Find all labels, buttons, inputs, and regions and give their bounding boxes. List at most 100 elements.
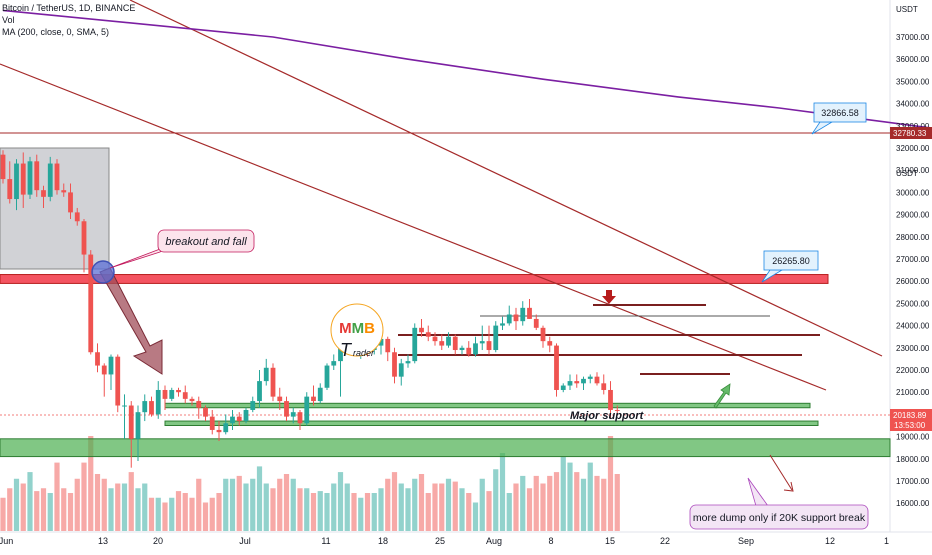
breakout-text: breakout and fall (165, 236, 247, 248)
candle-body (378, 338, 384, 346)
candle-body (405, 361, 411, 364)
price-tick-label: 37000.00 (896, 33, 930, 42)
candle-body (392, 352, 397, 377)
volume-bar (47, 493, 53, 531)
volume-bar (466, 493, 472, 531)
volume-indicator-label[interactable]: Vol (2, 15, 15, 25)
volume-bar (236, 475, 242, 531)
candle-body (547, 341, 553, 346)
zone-support-1 (0, 438, 891, 458)
volume-bar (189, 497, 195, 531)
price-tick-label: 19000.00 (896, 433, 930, 442)
callout-breakout[interactable]: breakout and fall (109, 229, 255, 269)
candle-body (108, 356, 114, 375)
candle-body (466, 347, 472, 355)
time-tick-label: 15 (605, 536, 615, 546)
volume-bar (67, 493, 74, 531)
candle-body (155, 389, 161, 415)
down-marker-icon (602, 290, 616, 304)
price-tick-label: 25000.00 (896, 299, 930, 308)
volume-bar (263, 483, 269, 531)
candle-body (74, 212, 80, 222)
candle-body (81, 221, 87, 255)
candle-body (41, 190, 46, 197)
candle-body (533, 318, 539, 328)
highlight-box (0, 147, 110, 270)
time-tick-label: 13 (98, 536, 108, 546)
price-tick-label: 28000.00 (896, 233, 930, 242)
candle-body (223, 423, 229, 433)
zones-layer (0, 274, 891, 458)
candles-layer (0, 150, 620, 468)
time-tick-label: Jun (0, 536, 13, 546)
candle-body (142, 401, 148, 413)
callout-dump[interactable]: more dump only if 20K support break (689, 477, 869, 530)
volume-bar (378, 488, 384, 531)
volume-bar (547, 475, 553, 531)
currency-label-mid: USDT (896, 169, 918, 178)
price-tick-label: 21000.00 (896, 388, 930, 397)
last-price-badge: 20183.89 13:53:00 (890, 409, 932, 431)
candle-body (500, 323, 505, 326)
dump-note-text: more dump only if 20K support break (693, 512, 866, 524)
time-tick-label: Sep (738, 536, 754, 546)
candle-body (216, 429, 222, 433)
candle-body (122, 405, 127, 407)
volume-bar (128, 472, 134, 531)
candle-body (601, 383, 607, 390)
volume-bar (601, 478, 607, 531)
volume-bar (459, 488, 465, 531)
volume-bar (331, 483, 337, 531)
candle-body (446, 336, 451, 346)
volume-bar (7, 488, 13, 531)
candle-body (527, 307, 532, 319)
level-price-badge: 32780.33 (890, 127, 932, 139)
price-tick-label: 32000.00 (896, 144, 930, 153)
candle-body (540, 327, 546, 342)
candle-body (506, 314, 512, 324)
volume-bar (499, 453, 506, 531)
candle-body (594, 376, 600, 384)
volume-bar (560, 456, 566, 531)
price-tick-label: 17000.00 (896, 477, 930, 486)
candle-body (47, 163, 53, 197)
volume-layer (0, 436, 620, 531)
volume-bar (486, 491, 492, 531)
trendline-2[interactable] (129, 0, 883, 357)
volume-bar (391, 472, 398, 531)
volume-bar (290, 478, 296, 531)
callout-high[interactable]: 32866.58 (811, 102, 867, 135)
volume-bar (88, 436, 94, 531)
candle-body (95, 352, 100, 366)
callout-mid[interactable]: 26265.80 (761, 250, 819, 283)
price-axis[interactable]: 16000.0017000.0018000.0019000.0020000.00… (896, 33, 930, 508)
time-tick-label: 1 (884, 536, 889, 546)
symbol-title[interactable]: Bitcoin / TetherUS, 1D, BINANCE (2, 3, 136, 13)
volume-bar (155, 497, 161, 531)
price-axis-background (890, 0, 932, 550)
svg-text:13:53:00: 13:53:00 (894, 421, 926, 430)
price-tick-label: 36000.00 (896, 55, 930, 64)
volume-bar (310, 493, 317, 531)
candle-body (486, 341, 492, 351)
volume-bar (351, 493, 357, 531)
candle-body (338, 341, 343, 362)
zone-resistance-0 (0, 274, 829, 284)
candle-body (324, 365, 330, 388)
candle-body (385, 338, 391, 353)
candle-body (311, 396, 316, 402)
candle-body (459, 347, 465, 351)
candle-body (176, 389, 181, 393)
time-tick-label: 8 (548, 536, 553, 546)
mmb-trader-logo: MMB T rader (330, 303, 384, 360)
time-tick-label: 12 (825, 536, 835, 546)
time-axis[interactable]: Jun 13 20 Jul 11 18 25 Aug 8 15 22 Sep 12 1 (0, 536, 889, 546)
volume-bar (533, 475, 539, 531)
ma-layer (2, 9, 932, 129)
ma-indicator-label[interactable]: MA (200, close, 0, SMA, 5) (2, 27, 110, 37)
volume-bar (304, 488, 310, 531)
volume-bar (344, 483, 350, 531)
candle-body (608, 389, 613, 410)
